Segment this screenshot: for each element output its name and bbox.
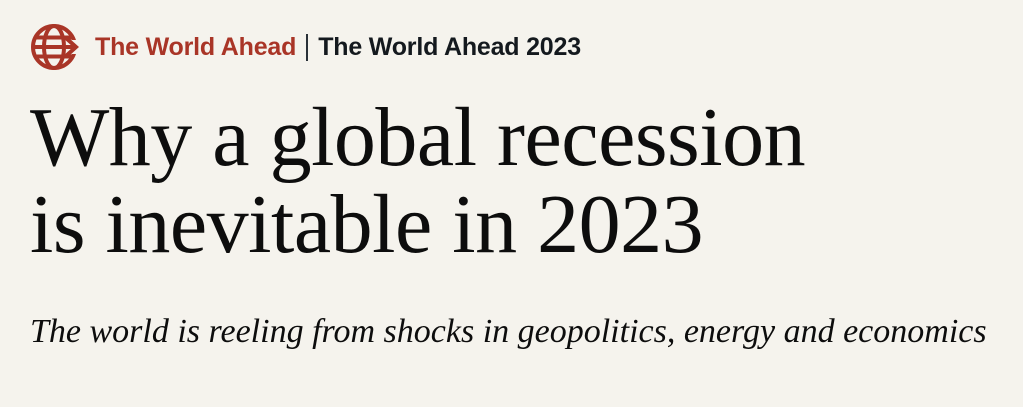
article-header: The World Ahead The World Ahead 2023 Why… [30, 21, 993, 350]
headline-line-1: Why a global recession [30, 91, 806, 184]
kicker-separator [306, 33, 309, 61]
article-headline: Why a global recession is inevitable in … [30, 94, 993, 268]
kicker-brand-link[interactable]: The World Ahead [95, 32, 297, 61]
kicker: The World Ahead The World Ahead 2023 [30, 21, 993, 73]
kicker-text: The World Ahead The World Ahead 2023 [95, 33, 581, 62]
globe-arrow-icon[interactable] [30, 21, 82, 73]
kicker-section-link[interactable]: The World Ahead 2023 [318, 32, 581, 61]
headline-line-2: is inevitable in 2023 [30, 178, 704, 271]
article-subtitle: The world is reeling from shocks in geop… [30, 313, 987, 350]
